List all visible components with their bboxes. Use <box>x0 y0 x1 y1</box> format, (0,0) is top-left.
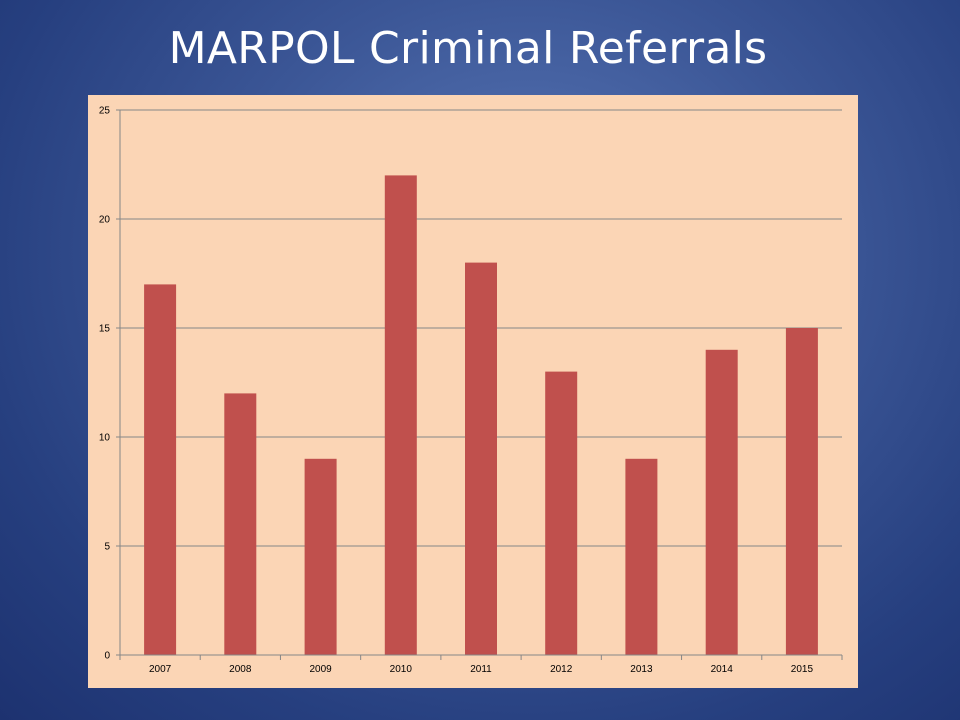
slide-title: MARPOL Criminal Referrals <box>168 23 768 74</box>
x-tick-label: 2015 <box>791 664 814 675</box>
x-tick-label: 2012 <box>550 664 573 675</box>
bar-2007 <box>144 284 177 655</box>
chart-panel: 0 5 10 15 20 25 2007 2008 2009 2010 2011 2012 2013 20… <box>88 95 858 688</box>
bar-2009 <box>304 458 337 655</box>
x-tick-label: 2007 <box>149 664 172 675</box>
bar-chart: 0 5 10 15 20 25 2007 2008 2009 2010 2011 2012 2013 20… <box>99 106 843 675</box>
y-tick-label: 20 <box>99 215 111 226</box>
y-tick-label: 25 <box>99 106 111 117</box>
y-tick-label: 15 <box>99 324 111 335</box>
y-tick-label: 10 <box>99 433 111 444</box>
bar-2014 <box>705 349 738 655</box>
x-tick-label: 2009 <box>309 664 332 675</box>
bar-2010 <box>384 175 417 655</box>
x-tick-label: 2013 <box>630 664 653 675</box>
bar-2012 <box>545 371 578 655</box>
x-tick-label: 2010 <box>390 664 413 675</box>
x-tick-label: 2011 <box>470 664 492 675</box>
bar-2011 <box>465 262 497 655</box>
y-tick-label: 5 <box>104 542 110 553</box>
x-tick-label: 2008 <box>229 664 252 675</box>
bar-2008 <box>224 393 257 655</box>
bar-2013 <box>625 458 658 655</box>
x-tick-label: 2014 <box>711 664 734 675</box>
y-tick-label: 0 <box>104 651 110 662</box>
bar-2015 <box>785 328 818 655</box>
